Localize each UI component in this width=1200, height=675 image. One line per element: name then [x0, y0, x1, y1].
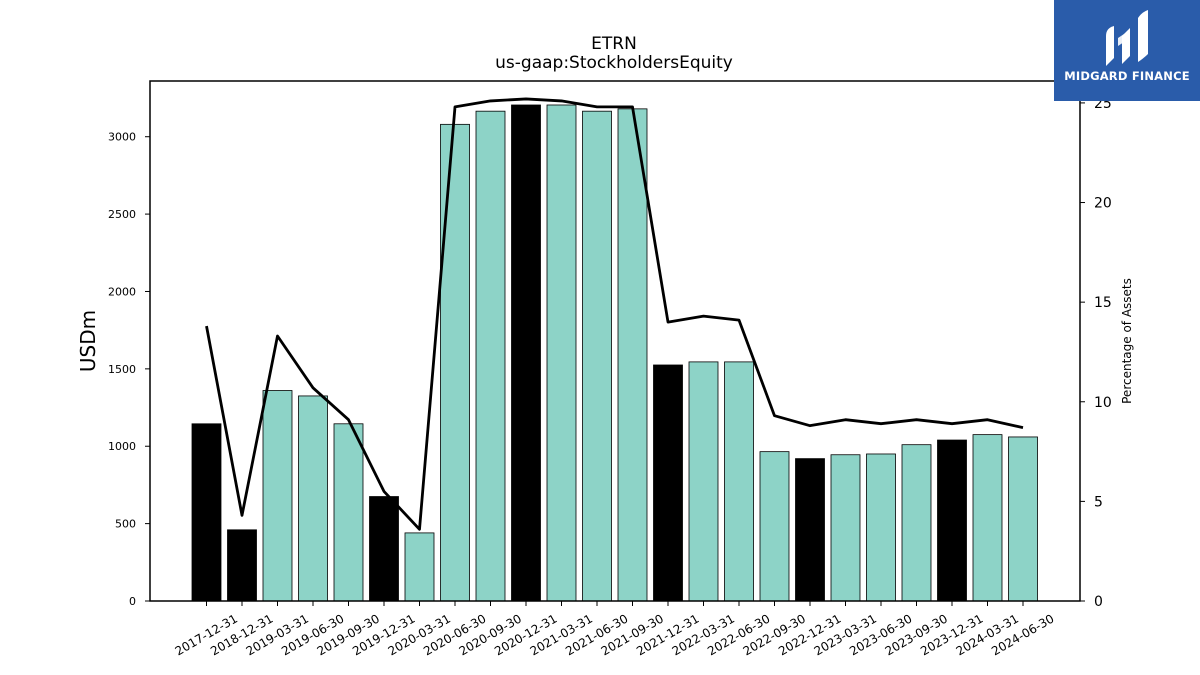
bar-2019-12-31: [369, 496, 399, 602]
y-axis-label: USDm: [76, 310, 100, 372]
x-axis: 2017-12-312018-12-312019-03-312019-06-30…: [173, 601, 1057, 658]
logo-mark-icon: [1106, 10, 1148, 66]
bar-2019-03-31: [262, 390, 293, 602]
bar-2019-06-30: [298, 395, 328, 602]
bar-2022-03-31: [688, 361, 719, 602]
bar-2018-12-31: [227, 529, 257, 602]
chart-subtitle: us-gaap:StockholdersEquity: [495, 53, 733, 73]
bar-2021-12-31: [653, 364, 683, 602]
bar-2022-06-30: [724, 361, 754, 602]
y-tick-label: 3000: [108, 131, 136, 144]
y2-tick-label: 0: [1094, 594, 1103, 610]
y2-axis-label: Percentage of Assets: [1120, 278, 1134, 404]
line-layer: [205, 97, 1024, 531]
plot-frame: [149, 80, 1081, 602]
bar-2021-03-31: [546, 104, 577, 602]
y-tick-label: 2500: [108, 208, 136, 221]
bar-2020-03-31: [404, 532, 435, 602]
bar-2023-03-31: [830, 454, 861, 602]
left-axis: 0 500 1000 1500 2000 2500 3000: [108, 131, 150, 608]
bar-2023-09-30: [901, 444, 932, 602]
bar-2022-12-31: [795, 458, 825, 602]
y2-tick-label: 20: [1094, 196, 1112, 212]
bar-2019-09-30: [333, 423, 364, 602]
y2-tick-label: 5: [1094, 494, 1103, 510]
bar-2024-03-31: [972, 434, 1003, 602]
y-tick-label: 1500: [108, 363, 136, 376]
bar-2023-12-31: [937, 439, 967, 602]
logo-text: MIDGARD FINANCE: [1064, 69, 1190, 83]
y-tick-label: 0: [129, 595, 136, 608]
midgard-finance-logo: MIDGARD FINANCE: [1054, 0, 1200, 101]
bar-2020-06-30: [440, 123, 470, 602]
bar-2017-12-31: [191, 423, 222, 602]
y-tick-label: 500: [115, 518, 136, 531]
bar-2023-06-30: [866, 453, 896, 602]
bar-2022-09-30: [759, 451, 790, 602]
percentage-of-assets-line: [205, 97, 1024, 531]
bar-2024-06-30: [1008, 436, 1038, 602]
bar-2021-09-30: [617, 108, 648, 602]
y2-tick-label: 10: [1094, 395, 1112, 411]
y2-tick-label: 15: [1094, 295, 1112, 311]
y-tick-label: 1000: [108, 440, 136, 453]
bar-2020-12-31: [511, 104, 541, 602]
chart-title: ETRN: [591, 34, 637, 54]
bars-layer: [191, 104, 1038, 602]
bar-2020-09-30: [475, 110, 506, 602]
y-tick-label: 2000: [108, 285, 136, 298]
bar-2021-06-30: [582, 110, 612, 602]
